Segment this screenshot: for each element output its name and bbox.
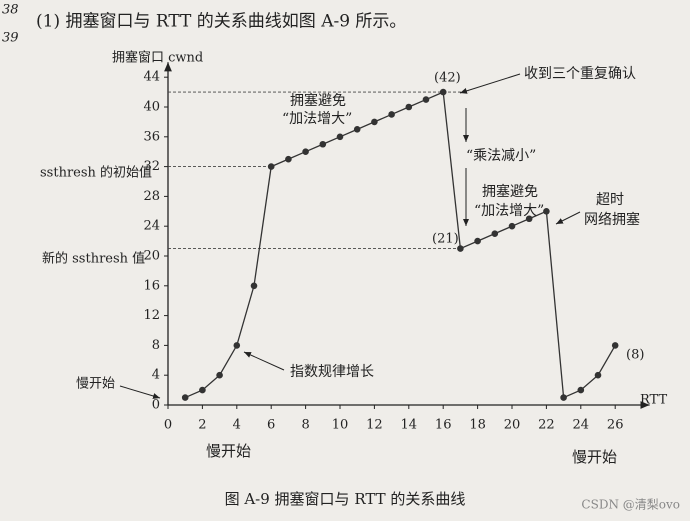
y-axis-label: 拥塞窗口 cwnd <box>112 50 203 66</box>
point <box>594 371 602 379</box>
y-tick-label: 20 <box>143 249 160 264</box>
point <box>457 245 464 252</box>
point <box>439 88 447 96</box>
annotation: ssthresh 的初始值 <box>40 165 152 181</box>
arrow <box>243 351 285 371</box>
x-tick-label: 10 <box>332 418 349 433</box>
y-tick-label: 12 <box>143 308 160 323</box>
point <box>353 126 361 133</box>
point <box>611 342 619 349</box>
watermark: CSDN @清梨ovo <box>581 498 680 512</box>
line-number: 38 <box>2 3 19 18</box>
line-number: 39 <box>2 31 19 46</box>
point <box>525 215 533 223</box>
arrow <box>555 211 581 225</box>
point <box>560 394 567 401</box>
annotation: 指数规律增长 <box>290 364 374 380</box>
annotation: (8) <box>626 348 644 363</box>
annotation: 超时 <box>596 192 624 208</box>
point <box>181 394 189 401</box>
point <box>302 148 309 155</box>
annotation: “乘法减小” <box>466 148 536 164</box>
annotation: 新的 ssthresh 值 <box>42 251 145 267</box>
x-tick-label: 0 <box>164 418 172 433</box>
y-tick-label: 8 <box>152 338 160 353</box>
point <box>491 230 499 237</box>
point <box>577 386 585 394</box>
point <box>543 208 550 215</box>
arrow <box>119 385 161 399</box>
annotation: 拥塞避免 <box>290 92 346 109</box>
x-tick-label: 2 <box>198 418 206 433</box>
annotation: 拥塞避免 <box>482 183 538 200</box>
point <box>250 282 258 290</box>
annotation: “加法增大” <box>474 203 544 219</box>
arrow <box>459 73 521 94</box>
annotation: 慢开始 <box>76 376 115 392</box>
annotation: “加法增大” <box>282 111 352 127</box>
x-tick-label: 8 <box>301 418 309 433</box>
point <box>388 111 395 118</box>
point <box>474 237 481 245</box>
point <box>285 155 292 163</box>
point <box>508 222 516 230</box>
y-tick-label: 28 <box>143 189 160 204</box>
annotation: (21) <box>432 232 459 247</box>
annotation: 慢开始 <box>206 442 251 460</box>
x-tick-label: 12 <box>366 418 383 433</box>
y-tick-label: 32 <box>143 159 160 174</box>
y-tick-label: 0 <box>152 398 160 413</box>
line <box>184 91 616 399</box>
point <box>267 163 275 170</box>
point <box>199 386 206 394</box>
annotation: 慢开始 <box>572 448 617 466</box>
annotations: ssthresh 的初始值 新的 ssthresh 值 慢开始 慢开始 慢开始 … <box>40 65 644 466</box>
point <box>371 118 378 126</box>
x-tick-label: 6 <box>267 418 275 433</box>
point <box>233 342 241 349</box>
x-tick-label: 22 <box>538 418 555 433</box>
y-tick-label: 44 <box>143 70 160 85</box>
x-tick-label: 18 <box>469 418 486 433</box>
y-tick-label: 16 <box>143 278 160 293</box>
x-tick-label: 4 <box>233 418 241 433</box>
x-tick-label: 14 <box>401 418 418 433</box>
point <box>319 140 327 148</box>
y-tick-label: 4 <box>152 368 160 383</box>
point <box>216 371 223 379</box>
caption: 图 A-9 拥塞窗口与 RTT 的关系曲线 <box>225 490 466 508</box>
header-text: (1) 拥塞窗口与 RTT 的关系曲线如图 A-9 所示。 <box>36 12 406 32</box>
x-tick-label: 16 <box>435 418 452 433</box>
y-tick-label: 24 <box>143 219 160 234</box>
x-tick-label: 24 <box>573 418 590 433</box>
x-tick-label: 20 <box>504 418 521 433</box>
annotation: 收到三个重复确认 <box>524 65 636 82</box>
x-tick-label: 26 <box>607 418 624 433</box>
y-tick-label: 40 <box>143 100 160 115</box>
point <box>405 103 413 111</box>
point <box>336 133 344 141</box>
point <box>422 96 430 103</box>
annotation: (42) <box>434 71 461 86</box>
annotation: 网络拥塞 <box>584 211 640 228</box>
y-tick-label: 36 <box>143 129 160 144</box>
